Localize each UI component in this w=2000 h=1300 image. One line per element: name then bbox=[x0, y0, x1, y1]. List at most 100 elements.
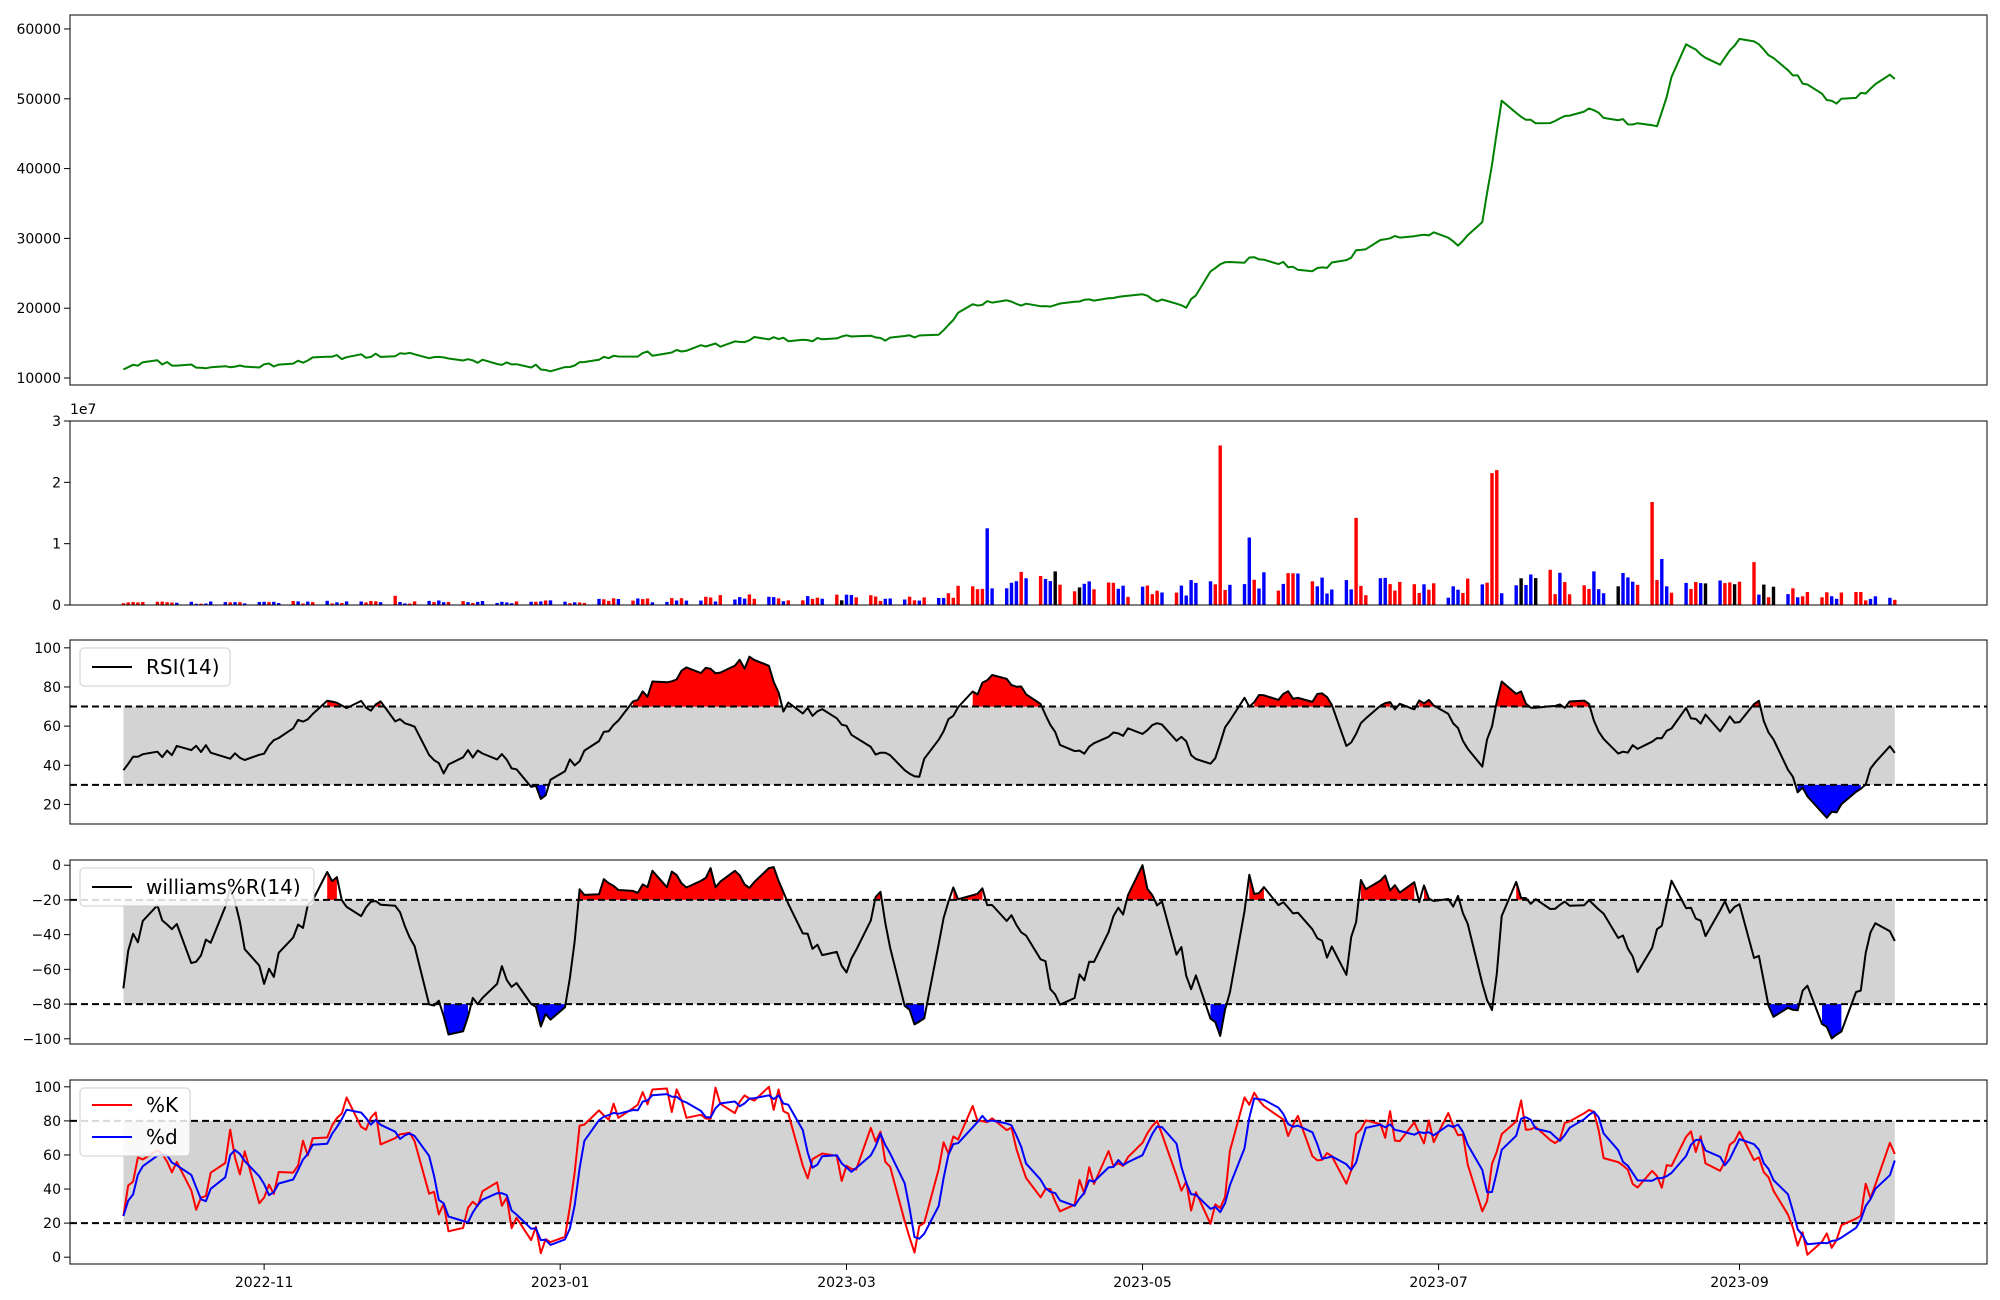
volume-bar bbox=[1626, 577, 1630, 605]
volume-bar bbox=[1344, 580, 1349, 605]
volume-panel: 0 1 2 3 bbox=[52, 414, 1988, 614]
volume-bar bbox=[480, 601, 485, 605]
volume-bar bbox=[1160, 592, 1164, 605]
volume-bar bbox=[883, 598, 887, 605]
volume-bar bbox=[1665, 586, 1669, 605]
volume-bar bbox=[922, 597, 926, 605]
volume-bar bbox=[1660, 559, 1664, 605]
volume-bar bbox=[262, 601, 266, 605]
volume-bar bbox=[699, 600, 703, 605]
volume-bar bbox=[335, 602, 339, 605]
volume-bar bbox=[1262, 572, 1266, 605]
volume-bar bbox=[641, 599, 645, 605]
volume-bar bbox=[616, 599, 621, 605]
volume-bar bbox=[1315, 586, 1319, 605]
volume-bar bbox=[1699, 583, 1703, 605]
volume-bar bbox=[1184, 595, 1188, 605]
volume-bar bbox=[713, 601, 718, 605]
volume-bar bbox=[738, 597, 742, 605]
volume-bar bbox=[1825, 592, 1829, 605]
volume-bar bbox=[1563, 582, 1567, 605]
volume-bar bbox=[907, 596, 912, 605]
price-ytick-label: 50000 bbox=[16, 92, 61, 108]
volume-bar bbox=[1461, 593, 1465, 605]
stochastic-d-line bbox=[122, 1093, 1896, 1246]
volume-bar bbox=[1082, 583, 1086, 605]
rsi-ytick-label: 80 bbox=[43, 680, 61, 696]
volume-bar bbox=[359, 601, 363, 605]
rsi-ytick-label: 60 bbox=[43, 719, 61, 735]
stochastic-legend: %K %d bbox=[79, 1087, 191, 1157]
volume-bar bbox=[1427, 589, 1431, 605]
volume-bar bbox=[1145, 585, 1150, 605]
rsi-frame bbox=[69, 639, 1988, 825]
volume-bar bbox=[1805, 592, 1810, 605]
volume-bar bbox=[1868, 598, 1873, 605]
williams-frame bbox=[69, 859, 1988, 1045]
volume-bar bbox=[1703, 583, 1708, 605]
volume-bar bbox=[747, 594, 752, 605]
volume-bar bbox=[912, 600, 917, 605]
volume-bar bbox=[141, 602, 145, 605]
volume-bar bbox=[1286, 573, 1290, 605]
volume-bar bbox=[209, 601, 213, 605]
volume-bar bbox=[238, 602, 242, 605]
price-ytick-label: 30000 bbox=[16, 231, 61, 247]
volume-bar bbox=[1174, 592, 1179, 605]
volume-bar bbox=[1072, 591, 1077, 605]
volume-bar bbox=[1213, 584, 1217, 605]
williams-ytick-label: −20 bbox=[31, 893, 61, 909]
volume-bar bbox=[888, 598, 892, 605]
volume-bar bbox=[1325, 593, 1329, 605]
volume-bar bbox=[500, 601, 504, 605]
volume-bar bbox=[1092, 589, 1096, 605]
volume-bar bbox=[869, 595, 873, 605]
rsi-line bbox=[122, 655, 1896, 819]
x-tick-label: 2023-03 bbox=[817, 1275, 876, 1291]
volume-bar bbox=[1820, 597, 1824, 605]
volume-bar bbox=[539, 601, 543, 605]
rsi-legend-box bbox=[79, 647, 231, 687]
volume-bar bbox=[937, 598, 941, 605]
volume-bar bbox=[985, 528, 989, 605]
volume-bar bbox=[534, 601, 538, 605]
volume-bar bbox=[1873, 596, 1878, 605]
volume-bar bbox=[398, 602, 402, 605]
volume-bar bbox=[679, 598, 684, 605]
volume-bar bbox=[1839, 592, 1844, 605]
volume-bar bbox=[1655, 580, 1659, 605]
volume-bar bbox=[1854, 592, 1858, 605]
rsi-legend-label: RSI(14) bbox=[146, 655, 220, 679]
volume-bar bbox=[1291, 573, 1295, 605]
volume-bar bbox=[801, 600, 805, 605]
williams-overbought-fill bbox=[1360, 875, 1415, 900]
stochastic-ytick-label: 100 bbox=[34, 1080, 61, 1096]
volume-bar bbox=[1786, 594, 1790, 605]
price-line bbox=[122, 37, 1896, 373]
price-ytick-label: 20000 bbox=[16, 301, 61, 317]
volume-bar bbox=[1087, 581, 1091, 605]
volume-bar bbox=[1752, 562, 1756, 605]
volume-bar bbox=[573, 602, 577, 605]
volume-bar bbox=[1179, 585, 1184, 605]
x-tick-label: 2023-01 bbox=[531, 1275, 590, 1291]
volume-bar bbox=[1490, 473, 1494, 605]
volume-bar bbox=[597, 598, 601, 605]
volume-bar bbox=[1830, 596, 1834, 605]
williams-ytick-label: −100 bbox=[23, 1032, 61, 1048]
volume-bar bbox=[1553, 594, 1557, 605]
volume-bar bbox=[951, 597, 955, 605]
rsi-oversold-fill bbox=[1797, 784, 1861, 818]
volume-bar bbox=[1014, 581, 1019, 605]
volume-bar bbox=[1121, 585, 1125, 605]
volume-offset-label: 1e7 bbox=[70, 402, 96, 418]
volume-bar bbox=[917, 600, 921, 605]
volume-frame bbox=[69, 420, 1988, 606]
williams-line bbox=[122, 864, 1896, 1040]
volume-bar bbox=[1728, 582, 1732, 605]
volume-bar bbox=[1393, 590, 1397, 605]
volume-bar bbox=[1038, 576, 1043, 605]
volume-bar bbox=[1650, 502, 1654, 605]
volume-bar bbox=[1024, 578, 1028, 605]
